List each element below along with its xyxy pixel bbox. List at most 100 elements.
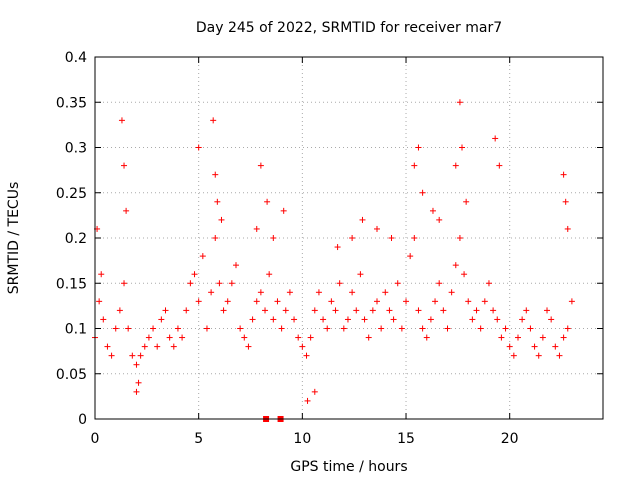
data-point [502,325,509,332]
data-point [359,216,366,223]
data-point [220,307,227,314]
data-point [427,316,434,323]
data-point [448,289,455,296]
data-point [278,325,285,332]
y-tick-label: 0.2 [65,231,87,247]
data-point [514,334,521,341]
data-point [459,144,466,151]
data-point [150,325,157,332]
data-point [266,271,273,278]
data-point [562,198,569,205]
data-point [419,325,426,332]
x-axis-label: GPS time / hours [290,459,407,475]
data-point [212,235,219,241]
x-tick-label: 5 [194,431,203,447]
data-point [496,162,503,169]
data-point [311,388,318,395]
data-point [307,334,314,341]
data-point [270,235,277,241]
data-point [125,325,132,332]
data-point [423,334,430,341]
data-point [407,253,414,260]
data-point [129,352,136,359]
data-point [245,343,252,350]
data-point [436,280,443,287]
data-point [398,325,405,332]
data-point [311,307,318,314]
data-point [274,298,281,305]
data-point [291,316,298,323]
data-point [349,235,356,241]
y-tick-label: 0.3 [65,141,87,157]
data-point [135,379,142,386]
data-point [249,316,256,323]
x-tick-label: 15 [397,431,415,447]
data-point [253,225,260,232]
data-point [461,271,468,278]
data-point [112,325,119,332]
data-point [299,343,306,350]
data-point [282,307,289,314]
data-point [295,334,302,341]
data-point [334,244,341,251]
data-point [388,235,395,241]
data-point [141,343,148,350]
data-point [539,334,546,341]
y-axis-label: SRMTID / TECUs [6,182,22,295]
y-tick-label: 0 [78,412,87,428]
data-point [145,334,152,341]
data-point [452,262,459,269]
data-point [444,325,451,332]
data-point [519,316,526,323]
y-tick-label: 0.15 [56,276,87,292]
data-point [133,361,140,368]
data-point [465,298,472,305]
axis-ticks: 0 0.05 0.1 0.15 0.2 0.25 0.3 0.35 0.4 0 5 10 15 20 [56,50,603,447]
x-tick-label: 20 [501,431,519,447]
data-point [212,171,219,178]
data-point [386,307,393,314]
data-point [158,316,165,323]
data-point [154,343,161,350]
data-point [257,162,264,169]
data-point [473,307,480,314]
data-point [183,307,190,314]
data-point [123,207,130,214]
data-point [394,280,401,287]
data-point [133,388,140,395]
data-point [506,343,513,350]
data-point [264,198,271,205]
data-point [440,307,447,314]
data-point [286,289,293,296]
data-point [162,307,169,314]
data-point [191,271,198,278]
data-point [121,280,128,287]
data-point [560,171,567,178]
data-point [552,343,559,350]
data-point [270,316,277,323]
data-point [344,316,351,323]
data-point [373,225,380,232]
data-point [436,216,443,223]
data-point [411,162,418,169]
data-points [92,99,575,422]
data-point [218,216,225,223]
data-point [98,271,105,278]
data-point [195,144,202,151]
data-point [262,307,269,314]
data-point [187,280,194,287]
data-point [535,352,542,359]
data-point [320,316,327,323]
data-point [390,316,397,323]
data-point [96,298,103,305]
data-point [224,298,231,305]
y-tick-label: 0.05 [56,367,87,383]
data-point [353,307,360,314]
y-tick-label: 0.25 [56,186,87,202]
data-point [232,262,239,269]
data-point [485,280,492,287]
data-point [108,352,115,359]
data-point [104,343,111,350]
data-point [199,253,206,260]
